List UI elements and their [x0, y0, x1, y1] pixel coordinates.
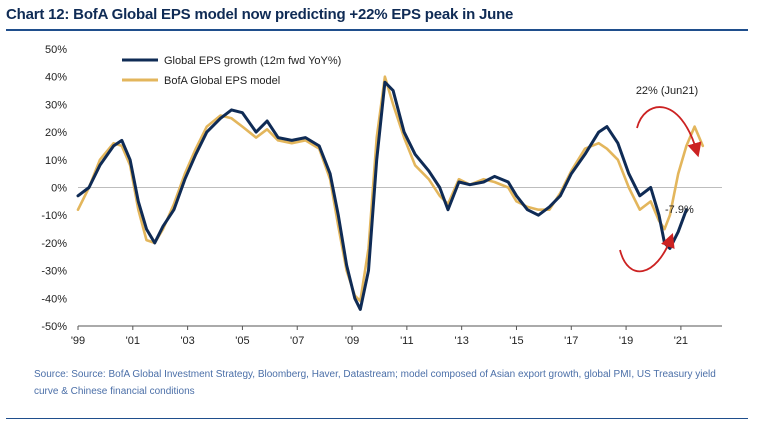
x-tick-label-99: '99	[71, 335, 85, 347]
x-axis: '99 '01 '03 '05 '07 '09 '11 '13 '15 '17 '19 '21	[71, 325, 722, 347]
source-note: Source: Source: BofA Global Investment S…	[34, 369, 716, 397]
x-tick-label-19: '19	[619, 335, 633, 347]
x-tick-label-21: '21	[674, 335, 688, 347]
annotation-latest-value-label: -7.9%	[665, 204, 694, 216]
chart-area: 50% 40% 30% 20% 10% 0% -10% -20% -30% -40% -50% '9…	[41, 44, 722, 347]
x-tick-label-15: '15	[509, 335, 523, 347]
x-tick-label-17: '17	[564, 335, 578, 347]
x-tick-label-07: '07	[290, 335, 304, 347]
chart-title: Chart 12: BofA Global EPS model now pred…	[6, 6, 514, 23]
y-tick-label-20: 20%	[45, 127, 67, 139]
x-tick-label-11: '11	[400, 335, 414, 347]
down-arrow-icon	[636, 106, 702, 158]
y-tick-label-20: -20%	[41, 238, 67, 250]
x-tick-label-01: '01	[126, 335, 140, 347]
y-tick-label-40: -40%	[41, 293, 67, 305]
y-tick-label-40: 40%	[45, 72, 67, 84]
x-tick-label-13: '13	[454, 335, 468, 347]
series-line-bofa-global-eps-model	[76, 75, 705, 303]
y-tick-label-0: 0%	[51, 183, 67, 195]
legend-label-global-eps-growth-12m-fwd-yoy: Global EPS growth (12m fwd YoY%)	[164, 55, 341, 67]
y-tick-label-50: 50%	[45, 44, 67, 56]
series-line-global-eps-growth-12m-fwd-yoy	[76, 80, 688, 311]
up-arrow-icon	[619, 232, 675, 273]
title-rule	[6, 29, 748, 31]
y-tick-label-50: -50%	[41, 321, 67, 333]
bottom-rule	[6, 418, 748, 419]
x-tick-label-09: '09	[345, 335, 359, 347]
x-tick-label-03: '03	[180, 335, 194, 347]
y-tick-label-10: -10%	[41, 210, 67, 222]
y-axis: 50% 40% 30% 20% 10% 0% -10% -20% -30% -40% -50%	[41, 44, 722, 333]
series-layer	[76, 75, 705, 311]
y-tick-label-30: 30%	[45, 99, 67, 111]
y-tick-label-10: 10%	[45, 155, 67, 167]
x-tick-label-05: '05	[235, 335, 249, 347]
legend: Global EPS growth (12m fwd YoY%) BofA Glo…	[122, 55, 341, 87]
annotations: 22% (Jun21) -7.9%	[619, 85, 702, 273]
annotation-peak-label: 22% (Jun21)	[636, 85, 698, 97]
legend-label-bofa-global-eps-model: BofA Global EPS model	[164, 75, 280, 87]
y-tick-label-30: -30%	[41, 266, 67, 278]
